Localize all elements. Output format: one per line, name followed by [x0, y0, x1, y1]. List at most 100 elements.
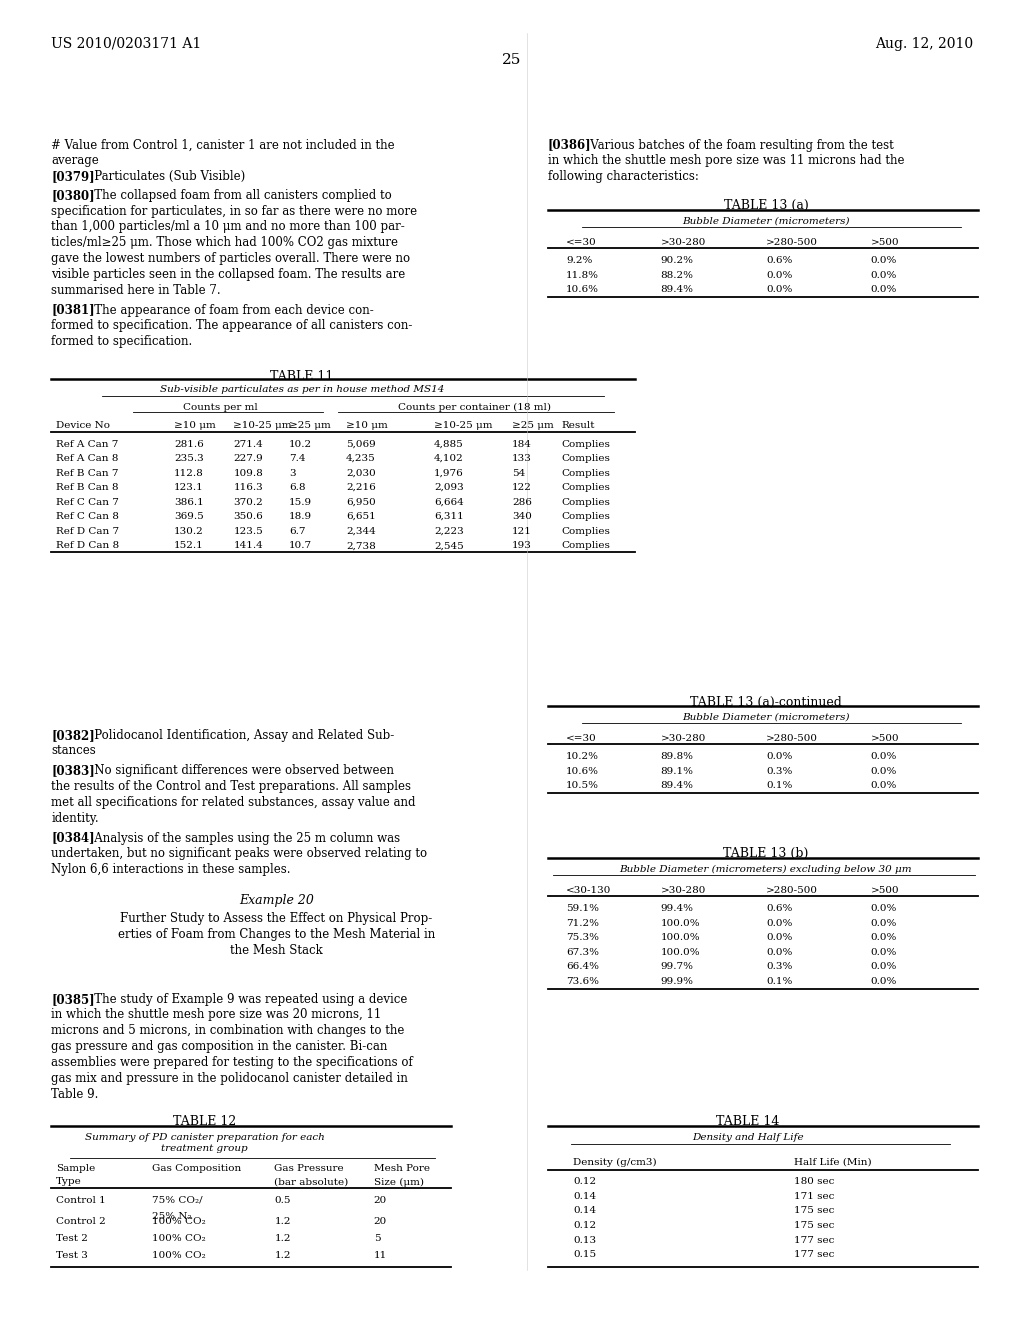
Text: TABLE 14: TABLE 14 — [716, 1115, 779, 1129]
Text: stances: stances — [51, 744, 96, 758]
Text: 0.0%: 0.0% — [870, 977, 897, 986]
Text: 0.0%: 0.0% — [766, 271, 793, 280]
Text: 0.0%: 0.0% — [870, 285, 897, 294]
Text: gas pressure and gas composition in the canister. Bi-can: gas pressure and gas composition in the … — [51, 1040, 387, 1053]
Text: <30-130: <30-130 — [566, 886, 611, 895]
Text: 0.6%: 0.6% — [766, 256, 793, 265]
Text: 2,545: 2,545 — [434, 541, 464, 550]
Text: visible particles seen in the collapsed foam. The results are: visible particles seen in the collapsed … — [51, 268, 406, 281]
Text: 227.9: 227.9 — [233, 454, 263, 463]
Text: 10.7: 10.7 — [289, 541, 312, 550]
Text: 1,976: 1,976 — [434, 469, 464, 478]
Text: Bubble Diameter (micrometers) excluding below 30 μm: Bubble Diameter (micrometers) excluding … — [620, 865, 912, 874]
Text: 6,950: 6,950 — [346, 498, 376, 507]
Text: 0.0%: 0.0% — [766, 948, 793, 957]
Text: 20: 20 — [374, 1217, 387, 1226]
Text: Sub-visible particulates as per in house method MS14: Sub-visible particulates as per in house… — [160, 385, 444, 395]
Text: Example 20: Example 20 — [239, 894, 314, 907]
Text: 281.6: 281.6 — [174, 440, 204, 449]
Text: ≥10 μm: ≥10 μm — [174, 421, 216, 430]
Text: 180 sec: 180 sec — [794, 1177, 834, 1187]
Text: [0383]: [0383] — [51, 764, 95, 777]
Text: US 2010/0203171 A1: US 2010/0203171 A1 — [51, 37, 202, 51]
Text: 1.2: 1.2 — [274, 1234, 291, 1243]
Text: treatment group: treatment group — [162, 1144, 248, 1154]
Text: Bubble Diameter (micrometers): Bubble Diameter (micrometers) — [682, 216, 850, 226]
Text: Polidocanol Identification, Assay and Related Sub-: Polidocanol Identification, Assay and Re… — [83, 729, 394, 742]
Text: [0385]: [0385] — [51, 993, 95, 1006]
Text: 3: 3 — [289, 469, 295, 478]
Text: 75.3%: 75.3% — [566, 933, 599, 942]
Text: Gas Composition: Gas Composition — [152, 1164, 241, 1173]
Text: TABLE 13 (a): TABLE 13 (a) — [724, 199, 808, 213]
Text: 0.0%: 0.0% — [766, 752, 793, 762]
Text: ≥10-25 μm: ≥10-25 μm — [434, 421, 493, 430]
Text: # Value from Control 1, canister 1 are not included in the: # Value from Control 1, canister 1 are n… — [51, 139, 395, 152]
Text: erties of Foam from Changes to the Mesh Material in: erties of Foam from Changes to the Mesh … — [118, 928, 435, 941]
Text: TABLE 13 (b): TABLE 13 (b) — [723, 847, 809, 861]
Text: 6.7: 6.7 — [289, 527, 305, 536]
Text: 10.2%: 10.2% — [566, 752, 599, 762]
Text: TABLE 12: TABLE 12 — [173, 1115, 237, 1129]
Text: Nylon 6,6 interactions in these samples.: Nylon 6,6 interactions in these samples. — [51, 863, 291, 876]
Text: 100% CO₂: 100% CO₂ — [152, 1217, 205, 1226]
Text: ticles/ml≥25 μm. Those which had 100% CO2 gas mixture: ticles/ml≥25 μm. Those which had 100% CO… — [51, 236, 398, 249]
Text: 100.0%: 100.0% — [660, 948, 700, 957]
Text: No significant differences were observed between: No significant differences were observed… — [83, 764, 393, 777]
Text: 0.13: 0.13 — [573, 1236, 597, 1245]
Text: <=30: <=30 — [566, 238, 597, 247]
Text: Complies: Complies — [561, 454, 610, 463]
Text: Test 2: Test 2 — [56, 1234, 88, 1243]
Text: identity.: identity. — [51, 812, 99, 825]
Text: >30-280: >30-280 — [660, 238, 706, 247]
Text: Gas Pressure: Gas Pressure — [274, 1164, 344, 1173]
Text: >500: >500 — [870, 734, 899, 743]
Text: 123.5: 123.5 — [233, 527, 263, 536]
Text: than 1,000 particles/ml a 10 μm and no more than 100 par-: than 1,000 particles/ml a 10 μm and no m… — [51, 220, 404, 234]
Text: Ref D Can 7: Ref D Can 7 — [56, 527, 120, 536]
Text: 369.5: 369.5 — [174, 512, 204, 521]
Text: Complies: Complies — [561, 469, 610, 478]
Text: >280-500: >280-500 — [766, 238, 818, 247]
Text: 133: 133 — [512, 454, 531, 463]
Text: met all specifications for related substances, assay value and: met all specifications for related subst… — [51, 796, 416, 809]
Text: gas mix and pressure in the polidocanol canister detailed in: gas mix and pressure in the polidocanol … — [51, 1072, 409, 1085]
Text: Ref C Can 7: Ref C Can 7 — [56, 498, 119, 507]
Text: Type: Type — [56, 1177, 82, 1187]
Text: 5,069: 5,069 — [346, 440, 376, 449]
Text: Summary of PD canister preparation for each: Summary of PD canister preparation for e… — [85, 1133, 325, 1142]
Text: 0.12: 0.12 — [573, 1177, 597, 1187]
Text: 0.0%: 0.0% — [766, 933, 793, 942]
Text: 100% CO₂: 100% CO₂ — [152, 1251, 205, 1261]
Text: [0379]: [0379] — [51, 170, 95, 183]
Text: Device No: Device No — [56, 421, 111, 430]
Text: 2,223: 2,223 — [434, 527, 464, 536]
Text: ≥25 μm: ≥25 μm — [512, 421, 554, 430]
Text: >280-500: >280-500 — [766, 734, 818, 743]
Text: Half Life (Min): Half Life (Min) — [794, 1158, 871, 1167]
Text: 286: 286 — [512, 498, 531, 507]
Text: The collapsed foam from all canisters complied to: The collapsed foam from all canisters co… — [83, 189, 391, 202]
Text: >30-280: >30-280 — [660, 886, 706, 895]
Text: 15.9: 15.9 — [289, 498, 312, 507]
Text: 116.3: 116.3 — [233, 483, 263, 492]
Text: 4,235: 4,235 — [346, 454, 376, 463]
Text: The appearance of foam from each device con-: The appearance of foam from each device … — [83, 304, 374, 317]
Text: 10.5%: 10.5% — [566, 781, 599, 791]
Text: Density and Half Life: Density and Half Life — [691, 1133, 804, 1142]
Text: 99.9%: 99.9% — [660, 977, 693, 986]
Text: 0.0%: 0.0% — [870, 933, 897, 942]
Text: Complies: Complies — [561, 541, 610, 550]
Text: 184: 184 — [512, 440, 531, 449]
Text: 386.1: 386.1 — [174, 498, 204, 507]
Text: 0.0%: 0.0% — [870, 919, 897, 928]
Text: Ref C Can 8: Ref C Can 8 — [56, 512, 119, 521]
Text: 73.6%: 73.6% — [566, 977, 599, 986]
Text: [0386]: [0386] — [548, 139, 592, 152]
Text: 89.8%: 89.8% — [660, 752, 693, 762]
Text: 0.0%: 0.0% — [766, 919, 793, 928]
Text: 25: 25 — [503, 53, 521, 67]
Text: 130.2: 130.2 — [174, 527, 204, 536]
Text: >280-500: >280-500 — [766, 886, 818, 895]
Text: 0.0%: 0.0% — [870, 256, 897, 265]
